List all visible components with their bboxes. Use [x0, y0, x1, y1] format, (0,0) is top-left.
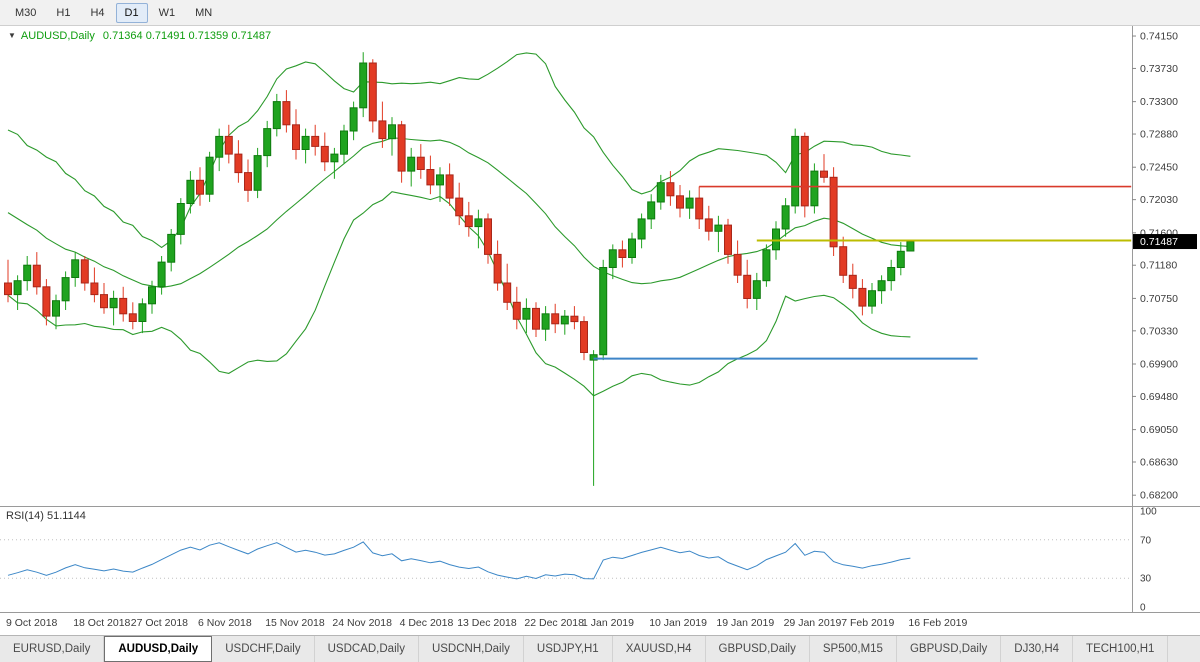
svg-text:0.72030: 0.72030 — [1140, 194, 1178, 206]
svg-text:100: 100 — [1140, 507, 1157, 518]
date-label: 19 Jan 2019 — [716, 617, 775, 629]
date-label: 1 Jan 2019 — [582, 617, 634, 629]
svg-text:0.73300: 0.73300 — [1140, 96, 1178, 108]
svg-text:0.74150: 0.74150 — [1140, 31, 1178, 43]
chart-collapse-icon[interactable]: ▼ — [8, 31, 16, 40]
symbol-tab-usdcnh-daily[interactable]: USDCNH,Daily — [419, 636, 524, 662]
symbol-tabs: EURUSD,Daily AUDUSD,Daily USDCHF,Daily USDC… — [0, 635, 1200, 662]
svg-text:0.69050: 0.69050 — [1140, 424, 1178, 436]
timeframe-toolbar: M30 H1 H4 D1 W1 MN — [0, 0, 1200, 26]
symbol-tab-sp500-m15[interactable]: SP500,M15 — [810, 636, 897, 662]
chart-ohlc-values: 0.71364 0.71491 0.71359 0.71487 — [102, 30, 272, 42]
rsi-indicator-label: RSI(14) 51.1144 — [6, 510, 86, 522]
svg-text:0.71487: 0.71487 — [1140, 236, 1178, 248]
svg-text:0.68630: 0.68630 — [1140, 457, 1178, 469]
timeframe-button-d1[interactable]: D1 — [115, 2, 148, 23]
svg-text:0.68200: 0.68200 — [1140, 490, 1178, 502]
price-chart[interactable]: 0.74150 0.73730 0.73300 0.72880 0.72450 0.720… — [0, 26, 1200, 506]
chart-symbol-label: AUDUSD,Daily — [20, 30, 95, 42]
date-label: 16 Feb 2019 — [908, 617, 968, 629]
svg-text:0.71180: 0.71180 — [1140, 260, 1177, 272]
svg-text:0: 0 — [1140, 603, 1146, 613]
timeframe-button-mn[interactable]: MN — [186, 3, 221, 23]
date-label: 27 Oct 2018 — [130, 617, 189, 629]
date-label: 10 Jan 2019 — [649, 617, 707, 629]
svg-text:0.70330: 0.70330 — [1140, 325, 1178, 337]
chart-panel: ▼ AUDUSD,Daily 0.71364 0.71491 0.71359 0.7… — [0, 26, 1200, 635]
svg-text:0.73730: 0.73730 — [1140, 63, 1178, 75]
date-label: 6 Nov 2018 — [198, 617, 252, 629]
chart-title: ▼ AUDUSD,Daily 0.71364 0.71491 0.71359 0.7… — [8, 30, 271, 42]
symbol-tab-gbpusd-daily[interactable]: GBPUSD,Daily — [706, 636, 810, 662]
date-label: 7 Feb 2019 — [841, 617, 895, 629]
date-axis[interactable]: 9 Oct 2018 18 Oct 2018 27 Oct 2018 6 Nov 20… — [0, 612, 1200, 635]
svg-text:0.72450: 0.72450 — [1140, 162, 1178, 174]
symbol-tab-audusd-daily[interactable]: AUDUSD,Daily — [104, 636, 213, 662]
rsi-chart[interactable]: 100 70 30 0 — [0, 507, 1200, 612]
timeframe-button-h1[interactable]: H1 — [47, 3, 79, 23]
symbol-tab-usdjpy-h1[interactable]: USDJPY,H1 — [524, 636, 613, 662]
symbol-tab-usdcad-daily[interactable]: USDCAD,Daily — [315, 636, 419, 662]
date-label: 15 Nov 2018 — [265, 617, 325, 629]
timeframe-button-m30[interactable]: M30 — [6, 3, 45, 23]
date-label: 22 Dec 2018 — [524, 617, 584, 629]
symbol-tab-eurusd-daily[interactable]: EURUSD,Daily — [0, 636, 105, 662]
symbol-tab-dj30-h4[interactable]: DJ30,H4 — [1001, 636, 1074, 662]
svg-text:70: 70 — [1140, 535, 1152, 546]
date-label: 24 Nov 2018 — [332, 617, 392, 629]
svg-text:0.69480: 0.69480 — [1140, 391, 1178, 403]
date-label: 9 Oct 2018 — [6, 617, 58, 629]
panel-separator[interactable] — [0, 506, 1200, 507]
symbol-tab-gbpusd-daily[interactable]: GBPUSD,Daily — [897, 636, 1002, 662]
rsi-panel: RSI(14) 51.1144 100 70 30 0 — [0, 507, 1200, 612]
svg-text:30: 30 — [1140, 574, 1152, 585]
date-label: 18 Oct 2018 — [73, 617, 131, 629]
symbol-tab-xauusd-h4[interactable]: XAUUSD,H4 — [613, 636, 706, 662]
symbol-tab-usdchf-daily[interactable]: USDCHF,Daily — [212, 636, 315, 662]
svg-text:0.69900: 0.69900 — [1140, 359, 1178, 371]
svg-text:0.72880: 0.72880 — [1140, 129, 1178, 141]
symbol-tab-tech100-h1[interactable]: TECH100,H1 — [1073, 636, 1169, 662]
date-label: 13 Dec 2018 — [457, 617, 517, 629]
timeframe-button-w1[interactable]: W1 — [150, 3, 185, 23]
date-label: 29 Jan 2019 — [783, 617, 842, 629]
timeframe-button-h4[interactable]: H4 — [81, 3, 113, 23]
date-label: 4 Dec 2018 — [399, 617, 454, 629]
svg-text:0.70750: 0.70750 — [1140, 293, 1178, 305]
